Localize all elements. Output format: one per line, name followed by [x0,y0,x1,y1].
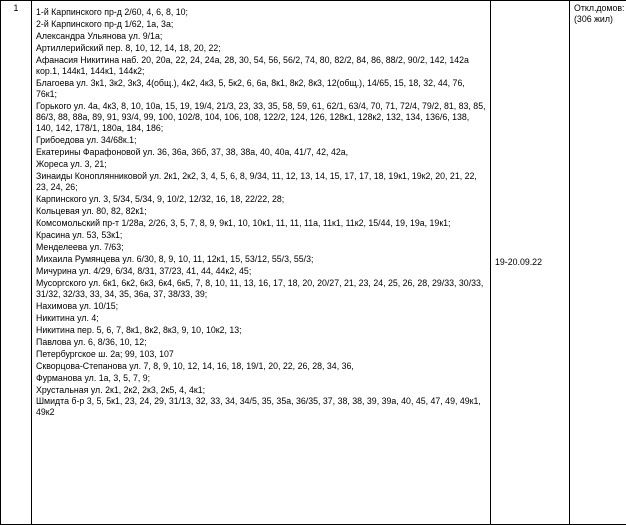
address-line: Артиллерийский пер. 8, 10, 12, 14, 18, 2… [36,43,486,54]
address-line: Комсомольский пр-т 1/28а, 2/26, 3, 5, 7,… [36,218,486,229]
address-line: Афанасия Никитина наб. 20, 20а, 22, 24, … [36,55,486,77]
address-line: Благоева ул. 3к1, 3к2, 3к3, 4(общ.), 4к2… [36,78,486,100]
address-line: Мусоргского ул. 6к1, 6к2, 6к3, 6к4, 6к5,… [36,278,486,300]
address-line: Екатерины Фарафоновой ул. 36, 36а, 36б, … [36,147,486,158]
address-line: Нахимова ул. 10/15; [36,301,486,312]
address-line: Никитина пер. 5, 6, 7, 8к1, 8к2, 8к3, 9,… [36,325,486,336]
address-line: Горького ул. 4а, 4к3, 8, 10, 10а, 15, 19… [36,101,486,134]
address-line: Александра Ульянова ул. 9/1а; [36,31,486,42]
address-line: Павлова ул. 6, 8/36, 10, 12; [36,337,486,348]
date-range: 19-20.09.22 [495,257,542,267]
address-line: Скворцова-Степанова ул. 7, 8, 9, 10, 12,… [36,361,486,372]
address-line: Грибоедова ул. 34/68к.1; [36,135,486,146]
outage-table: 1 1-й Карпинского пр-д 2/60, 4, 6, 8, 10… [0,0,626,525]
count-line2: (306 жил) [574,14,626,25]
address-line: Кольцевая ул. 80, 82, 82к1; [36,206,486,217]
address-line: 1-й Карпинского пр-д 2/60, 4, 6, 8, 10; [36,7,486,18]
address-line: 2-й Карпинского пр-д 1/62, 1а, 3а; [36,19,486,30]
count-line1: Откл.домов: 306 [574,3,626,14]
address-line: Менделеева ул. 7/63; [36,242,486,253]
address-line: Карпинского ул. 3, 5/34, 5/34, 9, 10/2, … [36,194,486,205]
address-line: Петербургское ш. 2а; 99, 103, 107 [36,349,486,360]
address-line: Зинаиды Коноплянниковой ул. 2к1, 2к2, 3,… [36,171,486,193]
address-line: Красина ул. 53, 53к1; [36,230,486,241]
address-line: Мичурина ул. 4/29, 6/34, 8/31, 37/23, 41… [36,266,486,277]
address-line: Шмидта б-р 3, 5, 5к1, 23, 24, 29, 31/13,… [36,396,486,418]
row-number: 1 [14,3,19,13]
address-line: Никитина ул. 4; [36,313,486,324]
addresses-cell: 1-й Карпинского пр-д 2/60, 4, 6, 8, 10;2… [32,1,491,525]
address-line: Михаила Румянцева ул. 6/30, 8, 9, 10, 11… [36,254,486,265]
address-line: Хрустальная ул. 2к1, 2к2, 2к3, 2к5, 4, 4… [36,385,486,396]
row-number-cell: 1 [1,1,32,525]
count-cell: Откл.домов: 306 (306 жил) [570,1,626,525]
address-line: Жореса ул. 3, 21; [36,159,486,170]
address-line: Фурманова ул. 1а, 3, 5, 7, 9; [36,373,486,384]
dates-cell: 19-20.09.22 [491,1,570,525]
